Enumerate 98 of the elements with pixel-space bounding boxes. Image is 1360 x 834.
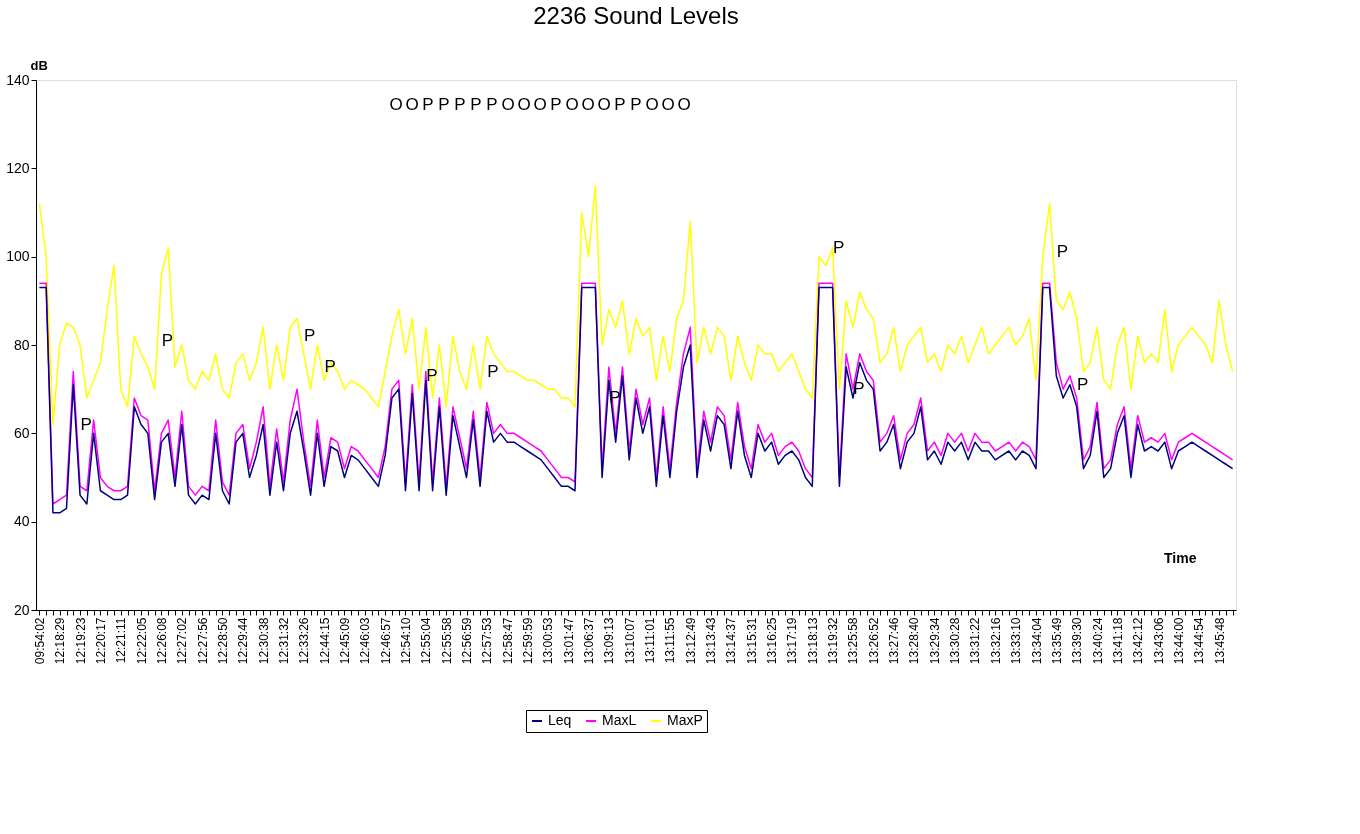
x-tick-label: 13:39:30: [1070, 617, 1085, 665]
legend-label: MaxL: [602, 712, 637, 728]
annotation: O: [565, 95, 579, 114]
x-tick-label: 13:33:10: [1009, 617, 1024, 665]
annotation: O: [677, 95, 691, 114]
x-tick-label: 12:27:02: [175, 617, 190, 665]
x-tick-label: 13:14:37: [724, 617, 739, 665]
x-tick-label: 12:19:23: [73, 617, 88, 665]
annotation: P: [304, 326, 316, 346]
annotation: P: [1077, 374, 1089, 394]
x-tick-label: 13:11:55: [663, 617, 678, 664]
x-tick-label: 12:20:17: [93, 617, 108, 665]
x-tick-label: 12:46:03: [358, 617, 373, 665]
x-tick-label: 13:12:49: [683, 617, 698, 665]
x-tick-label: 13:31:22: [968, 617, 983, 665]
x-tick-label: 12:22:05: [134, 617, 149, 665]
x-tick-label: 13:25:58: [846, 617, 861, 665]
x-tick-label: 12:45:09: [337, 617, 352, 665]
annotation: P: [614, 95, 626, 114]
x-tick-label: 13:32:16: [988, 617, 1003, 665]
x-tick-label: 13:27:46: [887, 617, 902, 665]
annotation: P: [550, 95, 562, 114]
x-tick-label: 13:13:43: [704, 617, 719, 665]
x-tick-label: 13:19:32: [826, 617, 841, 665]
annotation: P: [1056, 242, 1069, 262]
annotation: O: [501, 95, 515, 114]
x-tick-label: 13:41:18: [1110, 617, 1125, 665]
annotation: P: [470, 95, 482, 114]
annotation: O: [405, 95, 419, 114]
annotation: O: [597, 95, 611, 114]
x-tick-label: 13:40:24: [1090, 617, 1105, 665]
annotation: O: [581, 95, 595, 114]
annotation: O: [661, 95, 675, 114]
x-tick-label: 12:18:29: [53, 617, 68, 665]
x-tick-label: 13:16:25: [765, 617, 780, 665]
x-tick-label: 13:28:40: [907, 617, 922, 665]
x-tick-label: 13:18:13: [805, 617, 820, 665]
x-tick-label: 13:45:48: [1212, 617, 1227, 665]
x-tick-label: 12:21:11: [114, 617, 129, 664]
y-tick-label: 20: [13, 601, 30, 618]
x-tick-label: 12:26:08: [154, 617, 169, 665]
annotation: P: [487, 361, 499, 381]
x-tick-label: 13:35:49: [1049, 617, 1064, 665]
x-tick-label: 13:29:34: [927, 617, 942, 665]
x-tick-label: 12:27:56: [195, 617, 210, 665]
x-tick-label: 12:29:44: [236, 617, 251, 665]
x-tick-label: 12:30:38: [256, 617, 271, 665]
chart-title: 2236 Sound Levels: [533, 2, 739, 29]
y-tick-label: 100: [6, 248, 30, 265]
x-tick-label: 13:44:54: [1192, 617, 1207, 665]
x-tick-label: 13:10:07: [622, 617, 637, 665]
x-tick-label: 12:59:59: [521, 617, 536, 665]
annotation: P: [161, 330, 174, 350]
annotation: P: [438, 95, 450, 114]
x-tick-label: 12:46:57: [378, 617, 393, 665]
x-axis-title: Time: [1164, 549, 1197, 566]
y-tick-label: 80: [13, 336, 30, 353]
x-tick-label: 12:55:04: [419, 617, 434, 665]
annotation: O: [517, 95, 531, 114]
x-tick-label: 09:54:02: [32, 617, 47, 665]
y-tick-label: 60: [13, 424, 30, 441]
x-tick-label: 13:09:13: [602, 617, 617, 665]
x-tick-label: 13:34:04: [1029, 617, 1044, 665]
legend-label: MaxP: [667, 712, 703, 728]
annotation: P: [630, 95, 642, 114]
annotation: P: [832, 237, 845, 257]
y-tick-label: 140: [6, 71, 30, 88]
annotation: P: [422, 95, 434, 114]
x-tick-label: 13:11:01: [643, 617, 658, 664]
legend-label: Leq: [548, 712, 572, 728]
x-tick-label: 12:54:10: [398, 617, 413, 665]
x-tick-label: 13:00:53: [541, 617, 556, 665]
annotation: P: [454, 95, 466, 114]
x-tick-label: 13:42:12: [1131, 617, 1146, 665]
annotation: P: [80, 414, 92, 434]
x-tick-label: 13:44:00: [1171, 617, 1186, 665]
x-tick-label: 13:43:06: [1151, 617, 1166, 665]
x-tick-label: 13:30:28: [948, 617, 963, 665]
annotation: P: [486, 95, 498, 114]
x-tick-label: 12:33:26: [297, 617, 312, 665]
annotation: O: [389, 95, 403, 114]
x-tick-label: 12:31:32: [276, 617, 291, 665]
x-tick-label: 13:15:31: [744, 617, 759, 665]
x-tick-label: 12:56:59: [460, 617, 475, 665]
x-tick-label: 12:58:47: [500, 617, 515, 665]
x-tick-label: 13:06:37: [582, 617, 597, 665]
x-tick-label: 12:28:50: [215, 617, 230, 665]
x-tick-label: 12:44:15: [317, 617, 332, 665]
y-tick-label: 120: [6, 159, 30, 176]
x-tick-label: 13:26:52: [866, 617, 881, 665]
x-tick-label: 13:01:47: [561, 617, 576, 665]
y-axis-title: dB: [30, 57, 48, 73]
x-tick-label: 12:57:53: [480, 617, 495, 665]
annotation: O: [533, 95, 547, 114]
annotation: O: [645, 95, 659, 114]
x-tick-label: 12:55:58: [439, 617, 454, 665]
x-tick-label: 13:17:19: [785, 617, 800, 665]
y-tick-label: 40: [13, 513, 30, 530]
